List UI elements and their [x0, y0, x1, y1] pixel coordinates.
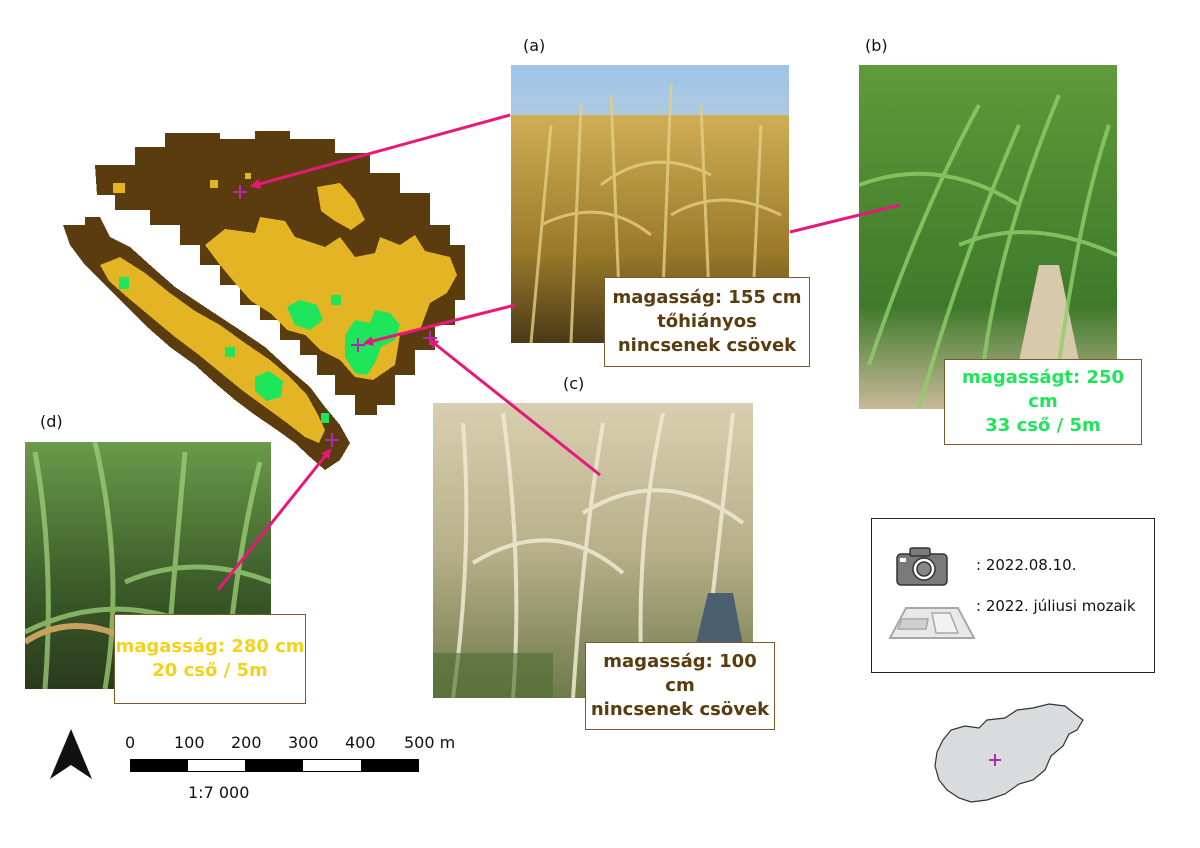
field-map [63, 131, 465, 470]
panel-letter-d: (d) [40, 412, 63, 431]
north-arrow-icon [50, 729, 92, 779]
camera-icon [896, 547, 948, 586]
callout-a-line-1: magasság: 155 cm [612, 287, 802, 308]
callout-b: magasságt: 250 cm 33 cső / 5m [944, 359, 1142, 445]
callout-c: magasság: 100 cm nincsenek csövek [585, 642, 775, 730]
hungary-outline-icon [934, 703, 1084, 803]
photo-b [859, 65, 1117, 409]
callout-a: magasság: 155 cm tőhiányos nincsenek csö… [604, 277, 810, 367]
legend: : 2022.08.10. : 2022. júliusi mozaik [871, 518, 1155, 673]
panel-letter-b: (b) [865, 36, 888, 55]
scale-ratio: 1:7 000 [188, 783, 250, 802]
callout-b-line-2: 33 cső / 5m [985, 415, 1101, 436]
callout-a-line-3: nincsenek csövek [617, 335, 797, 356]
map-mosaic-icon [888, 607, 976, 639]
scale-tick-400: 400 [345, 733, 376, 752]
callout-b-line-1: magasságt: 250 cm [961, 367, 1125, 412]
panel-letter-a: (a) [523, 36, 546, 55]
callout-a-line-2: tőhiányos [657, 311, 757, 332]
scale-bar-graphic [130, 759, 419, 772]
scale-tick-500: 500 m [404, 733, 456, 752]
scale-tick-200: 200 [231, 733, 262, 752]
panel-letter-c: (c) [563, 374, 585, 393]
legend-photo-date: : 2022.08.10. [976, 556, 1077, 574]
legend-mosaic: : 2022. júliusi mozaik [976, 597, 1136, 615]
callout-c-line-2: nincsenek csövek [590, 699, 770, 720]
callout-d-line-2: 20 cső / 5m [152, 660, 268, 681]
scale-tick-0: 0 [125, 733, 136, 752]
callout-d: magasság: 280 cm 20 cső / 5m [114, 614, 306, 704]
callout-c-line-1: magasság: 100 cm [603, 651, 757, 696]
scale-tick-300: 300 [288, 733, 319, 752]
scale-tick-100: 100 [174, 733, 205, 752]
callout-d-line-1: magasság: 280 cm [115, 636, 305, 657]
upper-field-moderate-2 [317, 183, 365, 230]
